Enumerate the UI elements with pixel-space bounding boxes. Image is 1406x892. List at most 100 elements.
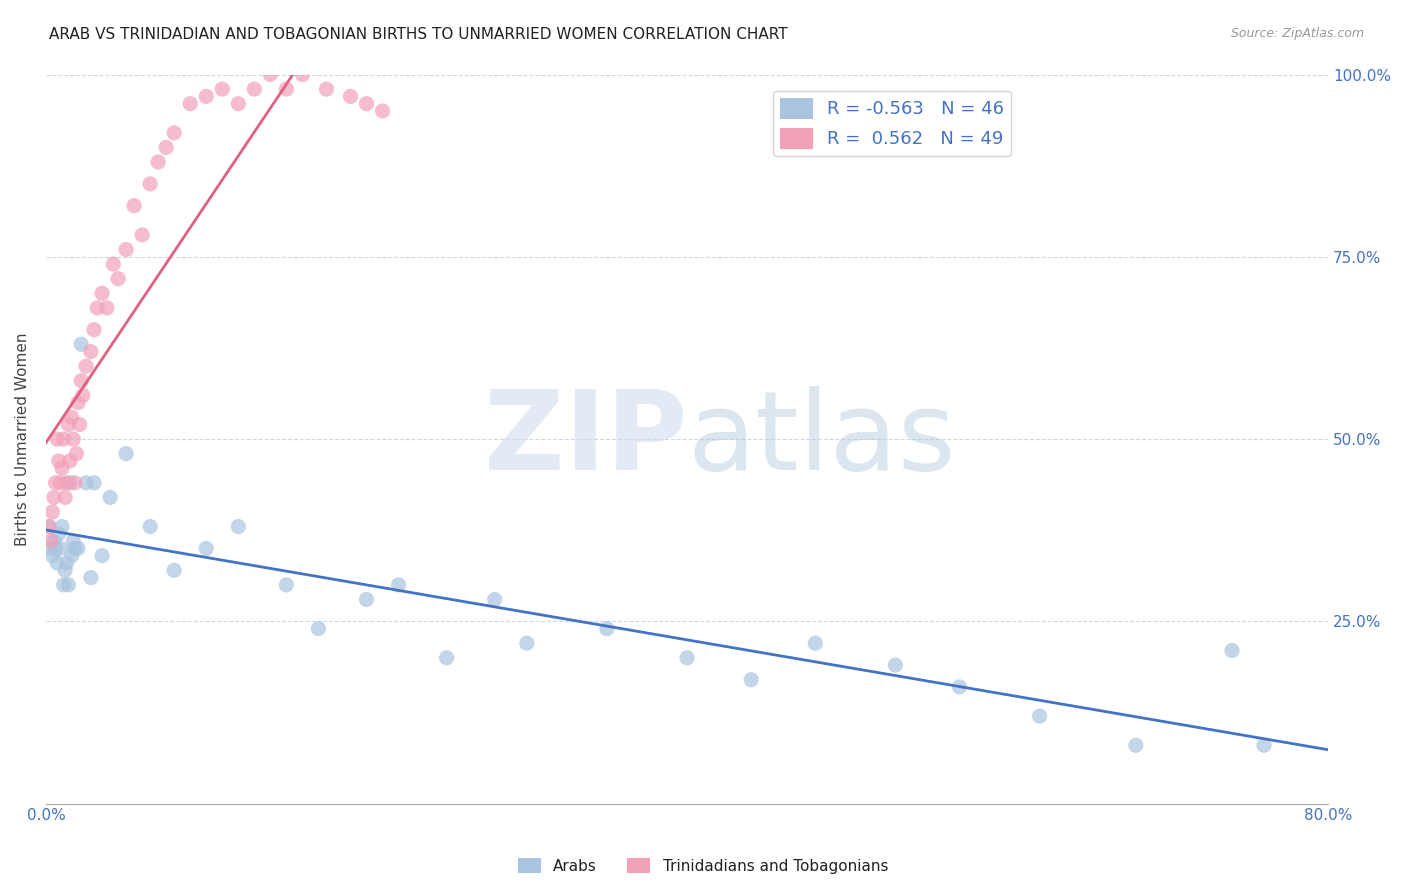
Point	[80, 344, 103, 359]
Point	[131, 227, 153, 242]
Point	[195, 89, 218, 103]
Point	[45, 541, 67, 556]
Point	[60, 549, 83, 563]
Point	[39, 534, 62, 549]
Point	[436, 650, 458, 665]
Text: atlas: atlas	[688, 385, 956, 492]
Point	[58, 578, 80, 592]
Point	[53, 491, 76, 505]
Point	[83, 323, 105, 337]
Point	[56, 475, 79, 490]
Point	[45, 475, 67, 490]
Y-axis label: Births to Unmarried Women: Births to Unmarried Women	[15, 333, 30, 546]
Text: ZIP: ZIP	[484, 385, 688, 492]
Point	[356, 96, 378, 111]
Point	[291, 68, 314, 82]
Point	[70, 374, 93, 388]
Point	[52, 578, 75, 592]
Point	[41, 549, 63, 563]
Point	[42, 491, 65, 505]
Point	[163, 126, 186, 140]
Point	[66, 541, 89, 556]
Text: Source: ZipAtlas.com: Source: ZipAtlas.com	[1230, 27, 1364, 40]
Point	[49, 475, 72, 490]
Point	[69, 417, 91, 432]
Point	[804, 636, 827, 650]
Point	[66, 395, 89, 409]
Point	[91, 549, 114, 563]
Point	[307, 622, 329, 636]
Point	[276, 578, 298, 592]
Point	[46, 432, 69, 446]
Point	[58, 417, 80, 432]
Point	[53, 563, 76, 577]
Point	[62, 432, 84, 446]
Point	[596, 622, 619, 636]
Point	[516, 636, 538, 650]
Point	[226, 96, 249, 111]
Point	[48, 526, 70, 541]
Point	[243, 82, 266, 96]
Point	[107, 271, 129, 285]
Text: ARAB VS TRINIDADIAN AND TOBAGONIAN BIRTHS TO UNMARRIED WOMEN CORRELATION CHART: ARAB VS TRINIDADIAN AND TOBAGONIAN BIRTH…	[49, 27, 787, 42]
Point	[179, 96, 201, 111]
Point	[51, 519, 73, 533]
Point	[72, 388, 94, 402]
Point	[42, 534, 65, 549]
Legend: R = -0.563   N = 46, R =  0.562   N = 49: R = -0.563 N = 46, R = 0.562 N = 49	[773, 91, 1011, 156]
Point	[1125, 739, 1147, 753]
Point	[83, 475, 105, 490]
Point	[38, 519, 60, 533]
Point	[146, 155, 169, 169]
Point	[60, 410, 83, 425]
Point	[103, 257, 125, 271]
Point	[46, 556, 69, 570]
Point	[63, 475, 86, 490]
Point	[39, 541, 62, 556]
Point	[315, 82, 337, 96]
Point	[51, 461, 73, 475]
Point	[63, 541, 86, 556]
Point	[80, 571, 103, 585]
Point	[115, 243, 138, 257]
Point	[259, 68, 281, 82]
Point	[163, 563, 186, 577]
Point	[1220, 643, 1243, 657]
Point	[70, 337, 93, 351]
Point	[56, 556, 79, 570]
Point	[740, 673, 762, 687]
Point	[339, 89, 361, 103]
Point	[62, 534, 84, 549]
Point	[211, 82, 233, 96]
Point	[86, 301, 108, 315]
Point	[155, 140, 177, 154]
Point	[276, 82, 298, 96]
Point	[676, 650, 699, 665]
Point	[356, 592, 378, 607]
Point	[49, 541, 72, 556]
Point	[387, 578, 409, 592]
Point	[52, 432, 75, 446]
Point	[195, 541, 218, 556]
Point	[122, 199, 145, 213]
Point	[41, 505, 63, 519]
Point	[139, 177, 162, 191]
Legend: Arabs, Trinidadians and Tobagonians: Arabs, Trinidadians and Tobagonians	[512, 852, 894, 880]
Point	[75, 475, 97, 490]
Point	[59, 475, 82, 490]
Point	[65, 447, 87, 461]
Point	[91, 286, 114, 301]
Point	[59, 454, 82, 468]
Point	[139, 519, 162, 533]
Point	[1253, 739, 1275, 753]
Point	[1028, 709, 1050, 723]
Point	[96, 301, 118, 315]
Point	[226, 519, 249, 533]
Point	[884, 658, 907, 673]
Point	[484, 592, 506, 607]
Point	[75, 359, 97, 373]
Point	[371, 103, 394, 118]
Point	[48, 454, 70, 468]
Point	[948, 680, 970, 694]
Point	[115, 447, 138, 461]
